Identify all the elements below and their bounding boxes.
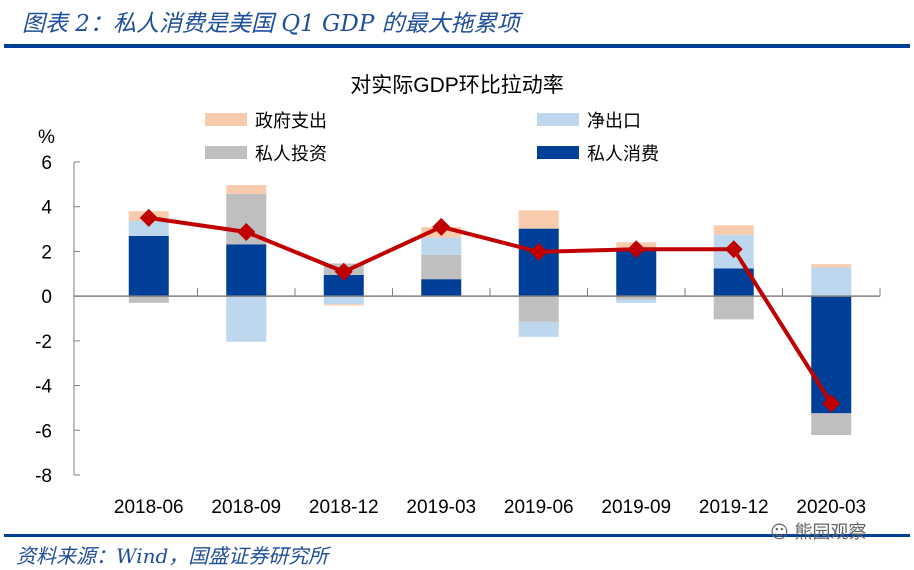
legend-swatch: [205, 146, 247, 159]
x-tick-label: 2018-06: [114, 497, 184, 518]
bar-segment: [713, 296, 754, 320]
wechat-icon: ☺: [770, 522, 789, 543]
legend-label: 私人消费: [587, 144, 659, 164]
bar-segment: [421, 254, 462, 280]
y-tick-label: 2: [41, 242, 52, 263]
line-marker: [724, 240, 743, 259]
line-marker: [139, 208, 158, 227]
y-axis-unit: %: [38, 127, 55, 148]
bar-segment: [226, 185, 267, 194]
x-tick-label: 2019-06: [504, 497, 574, 518]
legend-label: 私人投资: [255, 144, 327, 164]
bar-segment: [518, 228, 559, 297]
line-marker: [432, 217, 451, 236]
figure-title: 图表 2：私人消费是美国 Q1 GDP 的最大拖累项: [22, 11, 520, 37]
bar-segment: [323, 274, 364, 297]
bar-segment: [226, 296, 267, 342]
y-tick-label: 6: [41, 153, 52, 174]
x-tick-label: 2018-12: [309, 497, 379, 518]
y-tick-label: -4: [35, 377, 52, 398]
line-marker: [237, 222, 256, 241]
bar-segment: [616, 299, 657, 303]
watermark-text: 熊园观察: [794, 522, 867, 543]
legend-label: 净出口: [587, 111, 641, 131]
line-marker: [529, 242, 548, 261]
y-tick-label: -8: [35, 466, 52, 487]
bar-segment: [811, 267, 852, 297]
bar-segment: [811, 296, 852, 414]
chart: 对实际GDP环比拉动率% 私人消费 私人投资 净出口 政府支出 6 4 2 0 -2 -4 -6 -8 2…: [35, 74, 881, 518]
x-tick-label: 2019-03: [406, 497, 476, 518]
watermark: ☺ 熊园观察: [770, 518, 867, 544]
line-marker: [334, 262, 353, 281]
bar-segment: [421, 279, 462, 297]
bar-segment: [323, 296, 364, 305]
line-marker: [627, 240, 646, 259]
y-tick-label: -2: [35, 332, 52, 353]
x-tick-label: 2019-12: [699, 497, 769, 518]
x-tick-label: 2018-09: [211, 497, 281, 518]
bar-segment: [811, 413, 852, 435]
legend-swatch: [537, 113, 579, 126]
x-tick-label: 2019-09: [601, 497, 671, 518]
bar-segment: [811, 264, 852, 268]
bar-segment: [421, 237, 462, 255]
y-tick-label: 0: [41, 287, 52, 308]
line-marker: [822, 394, 841, 413]
source-note: 资料来源：Wind，国盛证券研究所: [16, 544, 329, 568]
chart-title: 对实际GDP环比拉动率: [350, 74, 564, 97]
bar-segment: [713, 225, 754, 235]
bar-segment: [128, 221, 169, 237]
x-tick-label: 2020-03: [796, 497, 866, 518]
bar-segment: [226, 244, 267, 297]
bar-segment: [518, 321, 559, 337]
legend-swatch: [205, 113, 247, 126]
bar-segment: [518, 296, 559, 322]
bar-segment: [128, 236, 169, 297]
footer-rule: [4, 534, 910, 537]
legend-label: 政府支出: [255, 111, 327, 131]
y-tick-label: 4: [41, 198, 52, 219]
bar-segment: [518, 210, 559, 229]
legend-swatch: [537, 146, 579, 159]
total-line: [148, 215, 833, 405]
bar-segment: [616, 296, 657, 300]
y-tick-label: -6: [35, 421, 52, 442]
bar-segment: [323, 304, 364, 306]
bar-segment: [128, 296, 169, 303]
header-rule: [4, 44, 910, 48]
